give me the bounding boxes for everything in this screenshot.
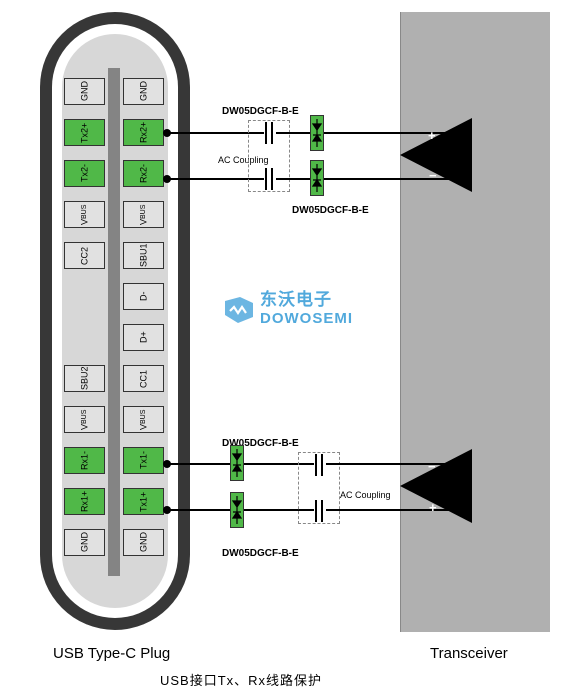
usb-plug-label: USB Type-C Plug bbox=[53, 645, 170, 662]
ac-coupling-label-1: AC Coupling bbox=[340, 490, 391, 500]
logo-icon bbox=[222, 293, 256, 327]
pin-right-11: GND bbox=[123, 529, 164, 556]
bot-tvs1 bbox=[230, 445, 244, 481]
bot-dot2 bbox=[163, 506, 171, 514]
pin-right-10: Tx1+ bbox=[123, 488, 164, 515]
pin-right-9: Tx1- bbox=[123, 447, 164, 474]
pin-right-3: VBUS bbox=[123, 201, 164, 228]
pin-left-11: GND bbox=[64, 529, 105, 556]
transceiver-label: Transceiver bbox=[430, 645, 508, 662]
pin-left-1: Tx2+ bbox=[64, 119, 105, 146]
bot-dot1 bbox=[163, 460, 171, 468]
top-wire1b bbox=[276, 132, 310, 134]
bot-tvs2 bbox=[230, 492, 244, 528]
pin-left-0: GND bbox=[64, 78, 105, 105]
pin-right-5: D- bbox=[123, 283, 164, 310]
top-tvs1 bbox=[310, 115, 324, 151]
watermark-en: DOWOSEMI bbox=[260, 310, 353, 327]
bot-cap1 bbox=[312, 454, 326, 476]
transceiver-box bbox=[400, 12, 550, 632]
usb-plug-divider bbox=[108, 68, 120, 576]
pin-left-3: VBUS bbox=[64, 201, 105, 228]
pin-left-2: Tx2- bbox=[64, 160, 105, 187]
pin-right-8: VBUS bbox=[123, 406, 164, 433]
pin-right-4: SBU1 bbox=[123, 242, 164, 269]
pin-left-8: VBUS bbox=[64, 406, 105, 433]
part-label-0: DW05DGCF-B-E bbox=[222, 106, 299, 117]
pin-left-4: CC2 bbox=[64, 242, 105, 269]
bot-amp-plus: + bbox=[429, 500, 437, 515]
watermark: 东沃电子 DOWOSEMI bbox=[260, 285, 353, 327]
pin-right-6: D+ bbox=[123, 324, 164, 351]
part-label-1: DW05DGCF-B-E bbox=[292, 205, 369, 216]
top-amp-minus: − bbox=[429, 168, 437, 183]
top-dot2 bbox=[163, 175, 171, 183]
pin-left-6 bbox=[64, 324, 105, 351]
pin-left-7: SBU2 bbox=[64, 365, 105, 392]
caption: USB接口Tx、Rx线路保护 bbox=[160, 670, 322, 689]
top-tvs2 bbox=[310, 160, 324, 196]
top-dot1 bbox=[163, 129, 171, 137]
bot-wire2a bbox=[164, 509, 230, 511]
pin-left-5 bbox=[64, 283, 105, 310]
diagram-canvas: GND GND Tx2+ Rx2+ Tx2- Rx2- VBUS VBUS CC2 SBU1 D- D… bbox=[0, 0, 562, 692]
bot-cap2 bbox=[312, 500, 326, 522]
pin-right-1: Rx2+ bbox=[123, 119, 164, 146]
pin-right-7: CC1 bbox=[123, 365, 164, 392]
watermark-cn: 东沃电子 bbox=[260, 290, 332, 309]
top-cap2 bbox=[262, 168, 276, 190]
bot-amp-minus: − bbox=[428, 459, 436, 474]
top-wire2b bbox=[276, 178, 310, 180]
top-amp-plus: + bbox=[428, 128, 436, 143]
top-cap1 bbox=[262, 122, 276, 144]
pin-right-2: Rx2- bbox=[123, 160, 164, 187]
pin-left-9: Rx1- bbox=[64, 447, 105, 474]
bot-wire1a bbox=[164, 463, 230, 465]
pin-right-0: GND bbox=[123, 78, 164, 105]
pin-left-10: Rx1+ bbox=[64, 488, 105, 515]
part-label-3: DW05DGCF-B-E bbox=[222, 548, 299, 559]
